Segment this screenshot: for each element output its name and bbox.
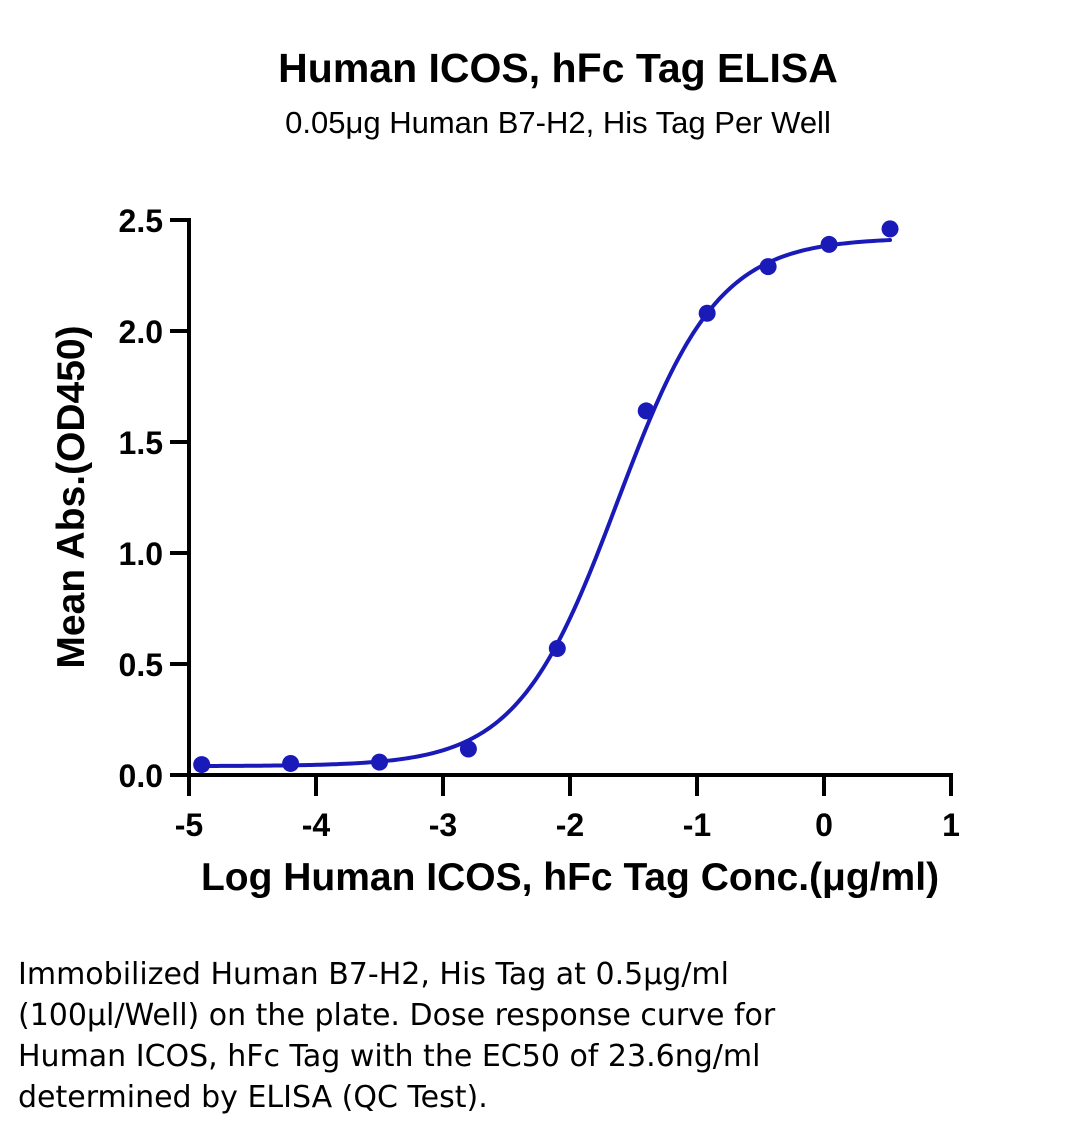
y-tick-label: 0.5: [119, 647, 163, 683]
y-tick-label: 2.5: [119, 203, 163, 239]
caption-line: determined by ELISA (QC Test).: [18, 1080, 488, 1115]
fit-curve: [199, 238, 893, 768]
data-point: [759, 258, 777, 276]
caption-line: (100μl/Well) on the plate. Dose response…: [18, 998, 776, 1033]
y-tick-label: 0.0: [119, 758, 163, 794]
x-tick-label: 0: [815, 807, 833, 843]
chart-title: Human ICOS, hFc Tag ELISA: [278, 45, 838, 91]
caption-line: Human ICOS, hFc Tag with the EC50 of 23.…: [18, 1039, 761, 1074]
data-point: [820, 235, 838, 253]
data-point: [193, 756, 211, 774]
x-tick-label: -3: [429, 807, 457, 843]
y-tick-label: 1.0: [119, 536, 163, 572]
data-point: [371, 753, 388, 771]
x-axis-label: Log Human ICOS, hFc Tag Conc.(μg/ml): [201, 856, 939, 899]
plot-area: [193, 220, 899, 774]
x-tick-label: -1: [683, 807, 711, 843]
x-tick-label: -2: [556, 807, 584, 843]
data-point: [459, 740, 477, 758]
y-tick-label: 1.5: [119, 425, 163, 461]
y-axis-label: Mean Abs.(OD450): [50, 325, 93, 668]
y-tick-label: 2.0: [119, 314, 163, 350]
figure-caption: Immobilized Human B7-H2, His Tag at 0.5μ…: [18, 954, 1058, 1118]
data-point: [282, 754, 300, 772]
y-axis-ticks: 0.0 0.5 1.0 1.5 2.0 2.5: [119, 203, 189, 794]
data-point: [637, 402, 655, 420]
chart-subtitle: 0.05μg Human B7-H2, His Tag Per Well: [285, 105, 831, 140]
x-axis-ticks: -5 -4 -3 -2 -1 0 1: [175, 775, 960, 843]
x-tick-label: -5: [175, 807, 203, 843]
data-point: [698, 304, 716, 322]
data-point: [548, 639, 566, 657]
x-tick-label: -4: [302, 807, 331, 843]
caption-line: Immobilized Human B7-H2, His Tag at 0.5μ…: [18, 957, 729, 992]
x-tick-label: 1: [942, 807, 960, 843]
data-point: [881, 220, 899, 238]
